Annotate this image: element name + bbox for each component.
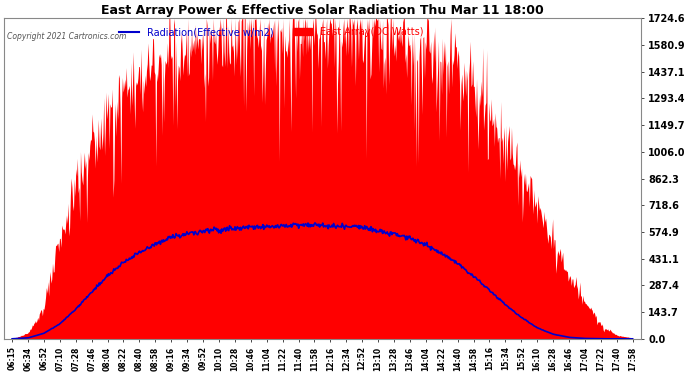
Text: Copyright 2021 Cartronics.com: Copyright 2021 Cartronics.com: [7, 32, 126, 41]
Title: East Array Power & Effective Solar Radiation Thu Mar 11 18:00: East Array Power & Effective Solar Radia…: [101, 4, 544, 17]
Legend: Radiation(Effective w/m2), East Array(DC Watts): Radiation(Effective w/m2), East Array(DC…: [115, 23, 427, 41]
